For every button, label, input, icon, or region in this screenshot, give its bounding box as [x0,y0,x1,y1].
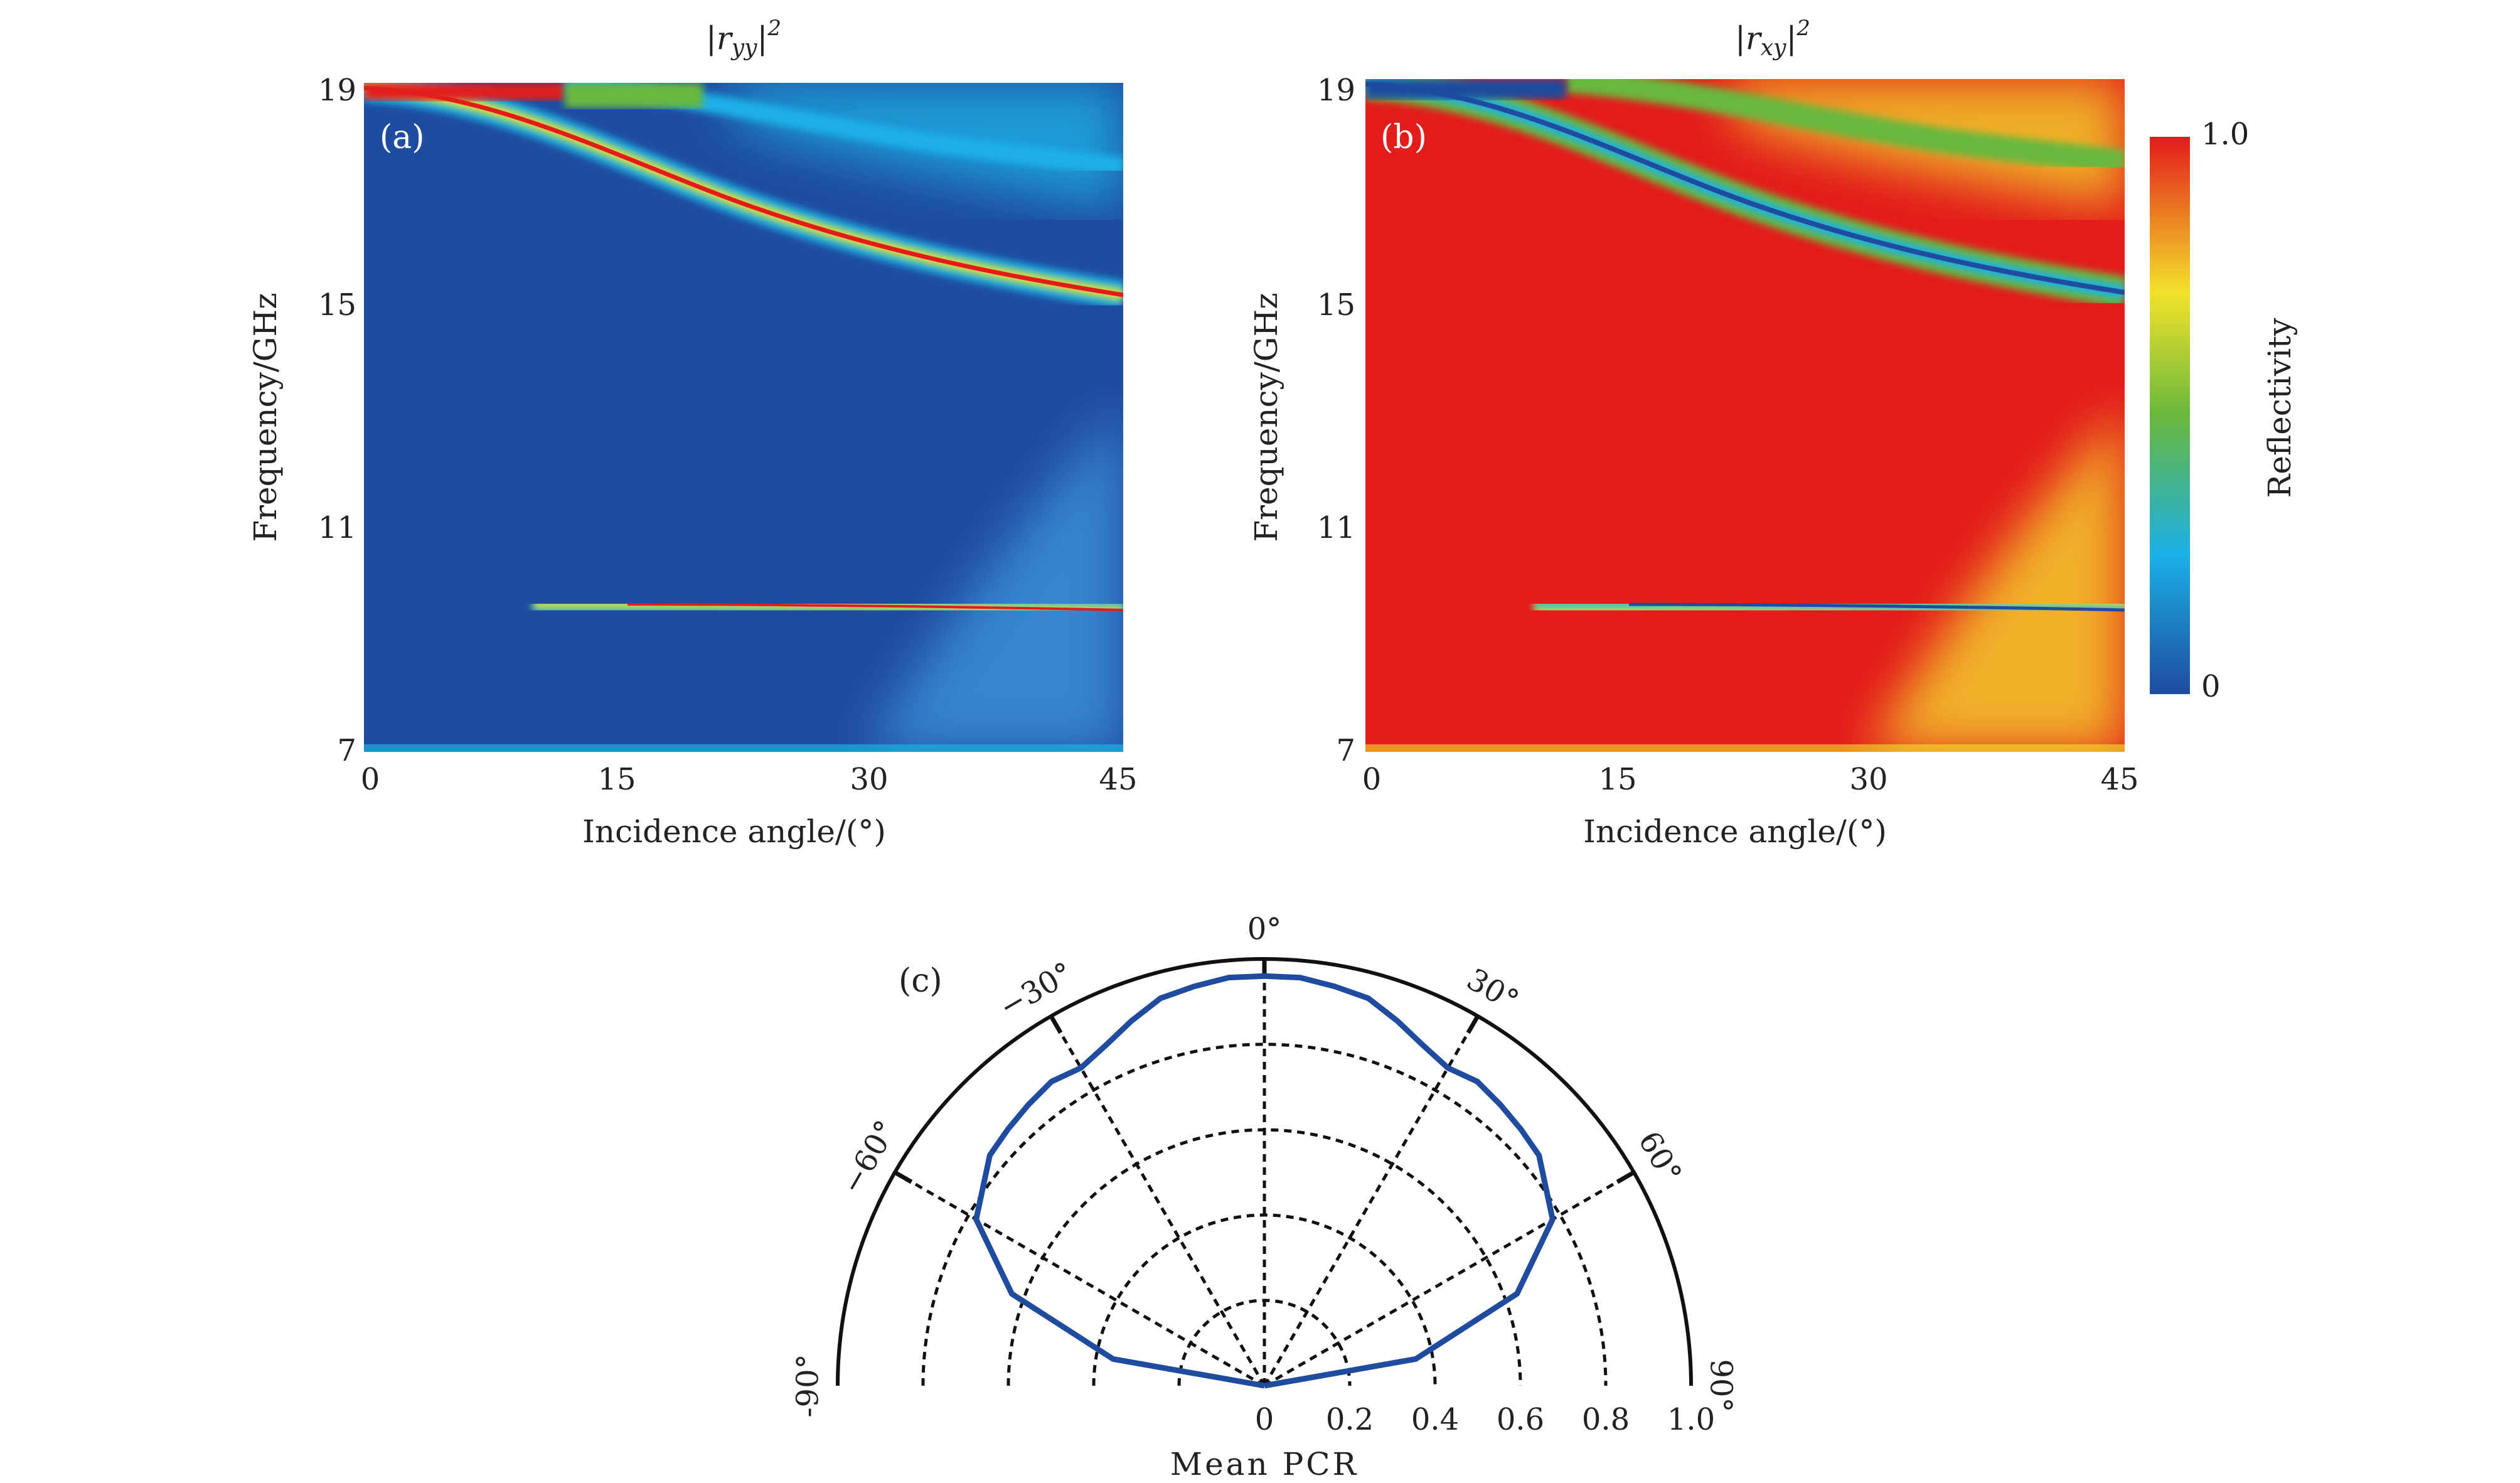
band-b2 [1565,79,2125,175]
bottom-edge-b [1365,744,2125,752]
title-b: |rxy|2 [1735,16,1810,61]
xtick-a-0: 0 [361,762,380,797]
polar-r-label-4: 0.8 [1582,1402,1630,1437]
ytick-a-1: 11 [318,510,356,545]
polar-spoke-1 [1049,1015,1266,1387]
ytick-a-2: 15 [318,287,356,323]
heatmap-a [364,83,1123,752]
polar-r-label-0: 0 [1255,1402,1274,1437]
ylabel-b: Frequency/GHz [1248,292,1284,542]
panel-label-b: (b) [1380,119,1427,156]
panel-c: -90°−60°−30°0°30°60°90° 0 0.2 0.4 0.6 0.8 1.0… [790,911,1738,1482]
colorbar-max-label: 1.0 [2201,117,2249,152]
polar-rlabel: Mean PCR [1170,1446,1359,1482]
polar-tick-mark-3 [1466,1015,1480,1034]
mean-pcr-curve [973,973,1556,1389]
polar-r-label-5: 1.0 [1667,1402,1715,1437]
band-b-core [1365,82,2125,295]
polar-r-label-3: 0.6 [1497,1402,1544,1437]
polar-spoke-3 [1263,1015,1480,1387]
polar-spoke-0 [894,1170,1266,1388]
panel-a: |ryy|2 (a) 7 11 15 19 0 15 30 45 Inciden… [247,16,1138,850]
heatmap-b [1365,79,2125,752]
panel-b: |rxy|2 (b) 7 11 15 19 0 15 30 45 Inciden… [1248,16,2298,850]
polar-angle-label-2: −30° [993,955,1079,1025]
panel-label-a: (a) [380,119,425,156]
polar-tick-mark-4 [1616,1170,1635,1184]
ytick-b-1: 11 [1317,510,1355,545]
polar-angle-label-6: 90° [1704,1359,1739,1412]
xtick-b-3: 45 [2100,762,2138,797]
ytick-b-3: 19 [1317,73,1355,108]
xtick-a-1: 15 [597,762,636,797]
panel-label-c: (c) [899,962,942,1000]
polar-tick-mark-1 [1049,1015,1063,1034]
title-a: |ryy|2 [706,16,781,61]
polar-r-labels: 0 0.2 0.4 0.6 0.8 1.0 [1255,1402,1715,1437]
colorbar-min-label: 0 [2201,669,2221,704]
xlabel-b: Incidence angle/(°) [1583,813,1887,850]
band-a-core [364,85,1123,297]
lobe-a [866,408,1123,752]
ylabel-a: Frequency/GHz [247,292,284,542]
colorbar: 1.0 0 Reflectivity [2150,117,2298,704]
xtick-b-2: 30 [1849,762,1887,797]
xtick-a-2: 30 [850,762,888,797]
polar-angle-label-0: -90° [790,1354,825,1417]
polar-spoke-4 [1263,1170,1635,1388]
polar-ring-1 [1092,1213,1437,1386]
ytick-a-0: 7 [337,733,356,768]
xlabel-a: Incidence angle/(°) [582,813,886,850]
polar-r-label-1: 0.2 [1326,1402,1374,1437]
polar-angle-label-1: −60° [834,1115,904,1201]
corner-a-red [364,83,565,100]
corner-b-blue [1365,79,1566,99]
xtick-b-1: 15 [1598,762,1636,797]
ytick-b-0: 7 [1336,733,1355,768]
bottom-edge-a [364,744,1123,752]
colorbar-gradient [2150,137,2190,694]
corner-a-green [565,83,703,108]
hband-a-core [627,603,1123,611]
ytick-b-2: 15 [1317,287,1355,323]
polar-ring-3 [921,1042,1608,1386]
ytick-a-3: 19 [318,73,356,108]
polar-tick-mark-0 [894,1170,913,1184]
xtick-b-0: 0 [1362,762,1382,797]
lobe-b [1867,408,2125,752]
colorbar-label: Reflectivity [2261,318,2298,498]
polar-angle-label-3: 0° [1247,911,1282,946]
polar-r-label-2: 0.4 [1411,1402,1459,1437]
hband-b-core [1628,602,2125,612]
polar-grid [836,957,1693,1388]
xtick-a-3: 45 [1099,762,1137,797]
